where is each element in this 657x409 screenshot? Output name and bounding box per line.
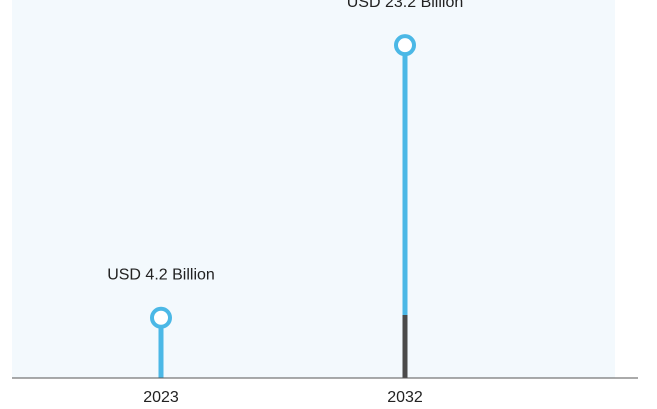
chart-marks: USD 4.2 Billion USD 23.2 Billion [107, 0, 463, 378]
x-axis-ticks: 2023 2032 [143, 389, 423, 406]
value-label-2032: USD 23.2 Billion [347, 0, 464, 11]
lollipop-head-2023 [150, 306, 172, 329]
x-tick-label-2032: 2032 [387, 389, 423, 406]
value-label-2023: USD 4.2 Billion [107, 267, 215, 284]
x-tick-label-2023: 2023 [143, 389, 179, 406]
plot-background [12, 0, 615, 378]
lollipop-head-2032 [394, 34, 416, 57]
